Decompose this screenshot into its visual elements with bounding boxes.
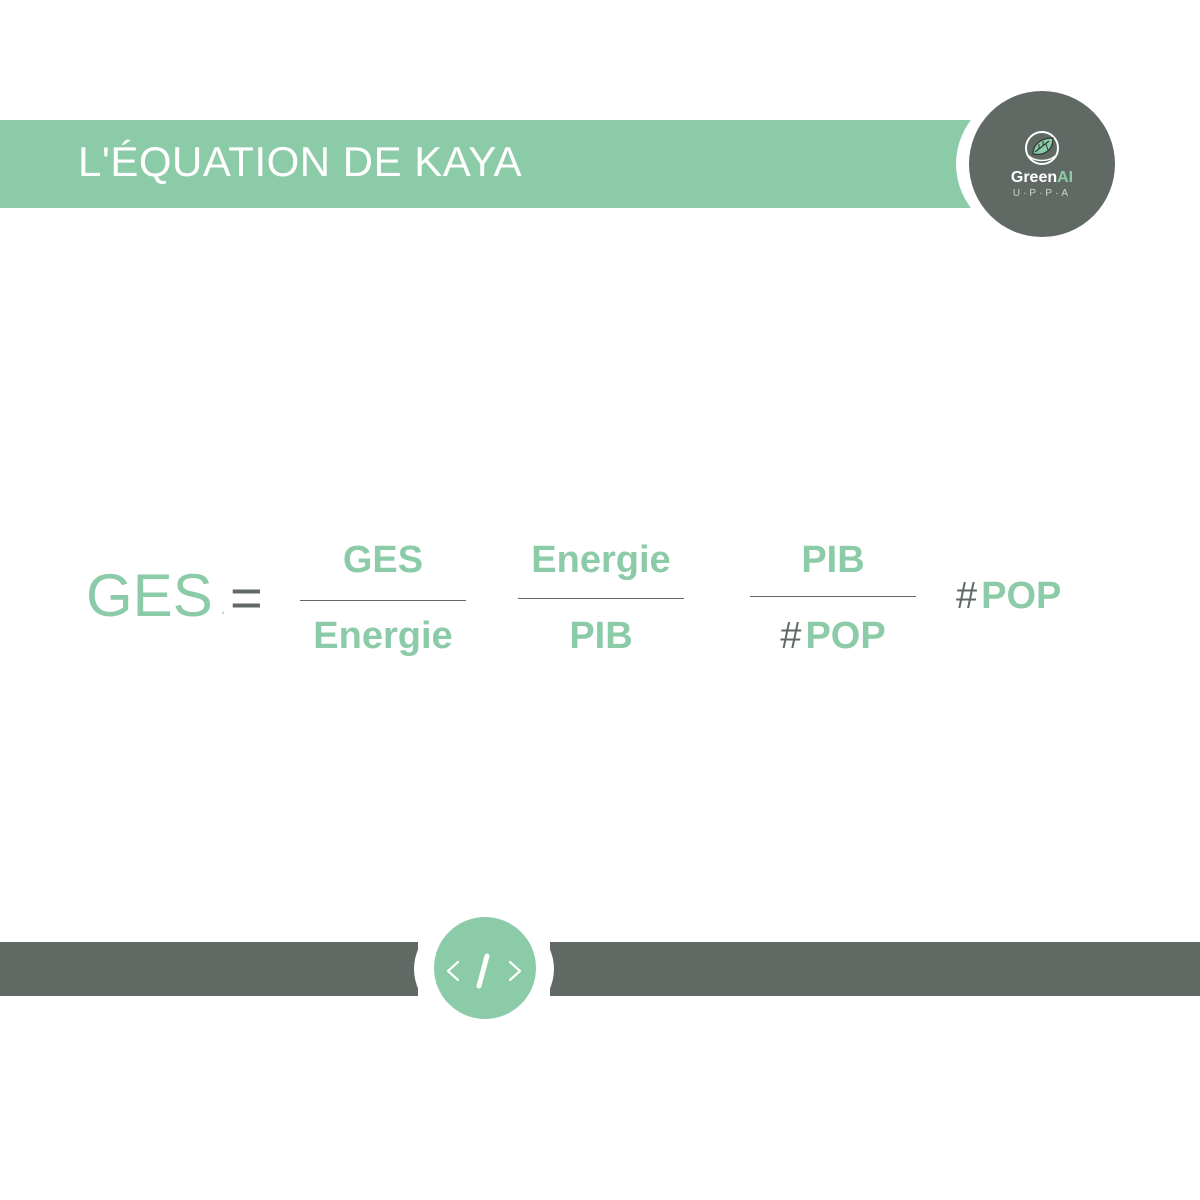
pop-label: POP [805, 615, 886, 657]
code-icon [446, 953, 522, 989]
fraction3-denominator: # POP [750, 614, 916, 658]
pop-label: POP [981, 575, 1062, 617]
logo-name-green: Green [1010, 169, 1058, 186]
fraction1-numerator: GES [342, 539, 424, 581]
logo-name: GreenAI [1000, 169, 1084, 187]
page-title: L'ÉQUATION DE KAYA [78, 138, 523, 185]
footer-band-left [0, 942, 418, 996]
title-banner [0, 120, 975, 208]
logo-subtitle: U·P·P·A [1012, 188, 1072, 199]
fraction3-bar [750, 596, 916, 597]
fraction3-numerator: PIB [801, 539, 865, 581]
logo-name-ai: AI [1057, 169, 1074, 186]
fraction2-bar [518, 598, 684, 599]
fraction1-bar [300, 600, 466, 601]
leaf-globe-icon [1025, 131, 1059, 165]
hash-symbol: # [780, 615, 802, 657]
fraction2-denominator: PIB [569, 615, 633, 657]
hash-symbol: # [956, 575, 978, 617]
fraction2-numerator: Energie [531, 539, 671, 581]
population-term: # POP [956, 574, 1061, 618]
equation-lhs: GES [86, 562, 213, 629]
equals-sign: = [230, 566, 263, 629]
fraction1-denominator: Energie [313, 615, 453, 657]
decorative-dot: . [220, 594, 227, 619]
footer-band-right [550, 942, 1200, 996]
